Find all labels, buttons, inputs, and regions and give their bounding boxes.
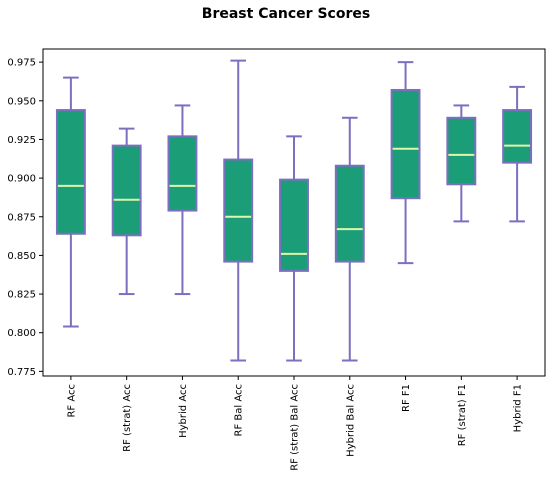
- box: [390, 88, 421, 200]
- x-tick-label: RF F1: [401, 384, 412, 412]
- x-tick-label: Hybrid Acc: [178, 384, 189, 438]
- x-tick-label: RF (strat) Bal Acc: [290, 384, 301, 471]
- box: [279, 178, 309, 272]
- x-tick-label: Hybrid Bal Acc: [345, 384, 356, 457]
- y-tick-label: 0.800: [7, 328, 36, 339]
- y-tick-label: 0.775: [7, 367, 36, 378]
- chart-title: Breast Cancer Scores: [202, 6, 370, 22]
- y-tick-label: 0.850: [7, 251, 36, 262]
- x-tick-label: RF Acc: [66, 384, 77, 418]
- y-tick-label: 0.925: [7, 135, 36, 146]
- x-tick-label: RF Bal Acc: [234, 384, 245, 437]
- y-tick-label: 0.950: [7, 96, 36, 107]
- box: [223, 158, 254, 263]
- box: [446, 116, 477, 186]
- box: [167, 135, 198, 212]
- plot-area: 0.775 0.800 0.825 0.850 0.875 0.900 0.925 0.950…: [7, 48, 546, 471]
- box: [334, 164, 365, 263]
- box: [55, 109, 86, 235]
- y-tick-label: 0.975: [7, 58, 36, 69]
- box: [502, 109, 533, 164]
- box: [111, 144, 142, 237]
- y-tick-label: 0.875: [7, 212, 36, 223]
- y-tick-label: 0.825: [7, 290, 36, 301]
- x-tick-label: RF (strat) Acc: [122, 384, 133, 452]
- x-tick-label: Hybrid F1: [513, 384, 524, 432]
- x-tick-label: RF (strat) F1: [457, 384, 468, 446]
- y-tick-label: 0.900: [7, 174, 36, 185]
